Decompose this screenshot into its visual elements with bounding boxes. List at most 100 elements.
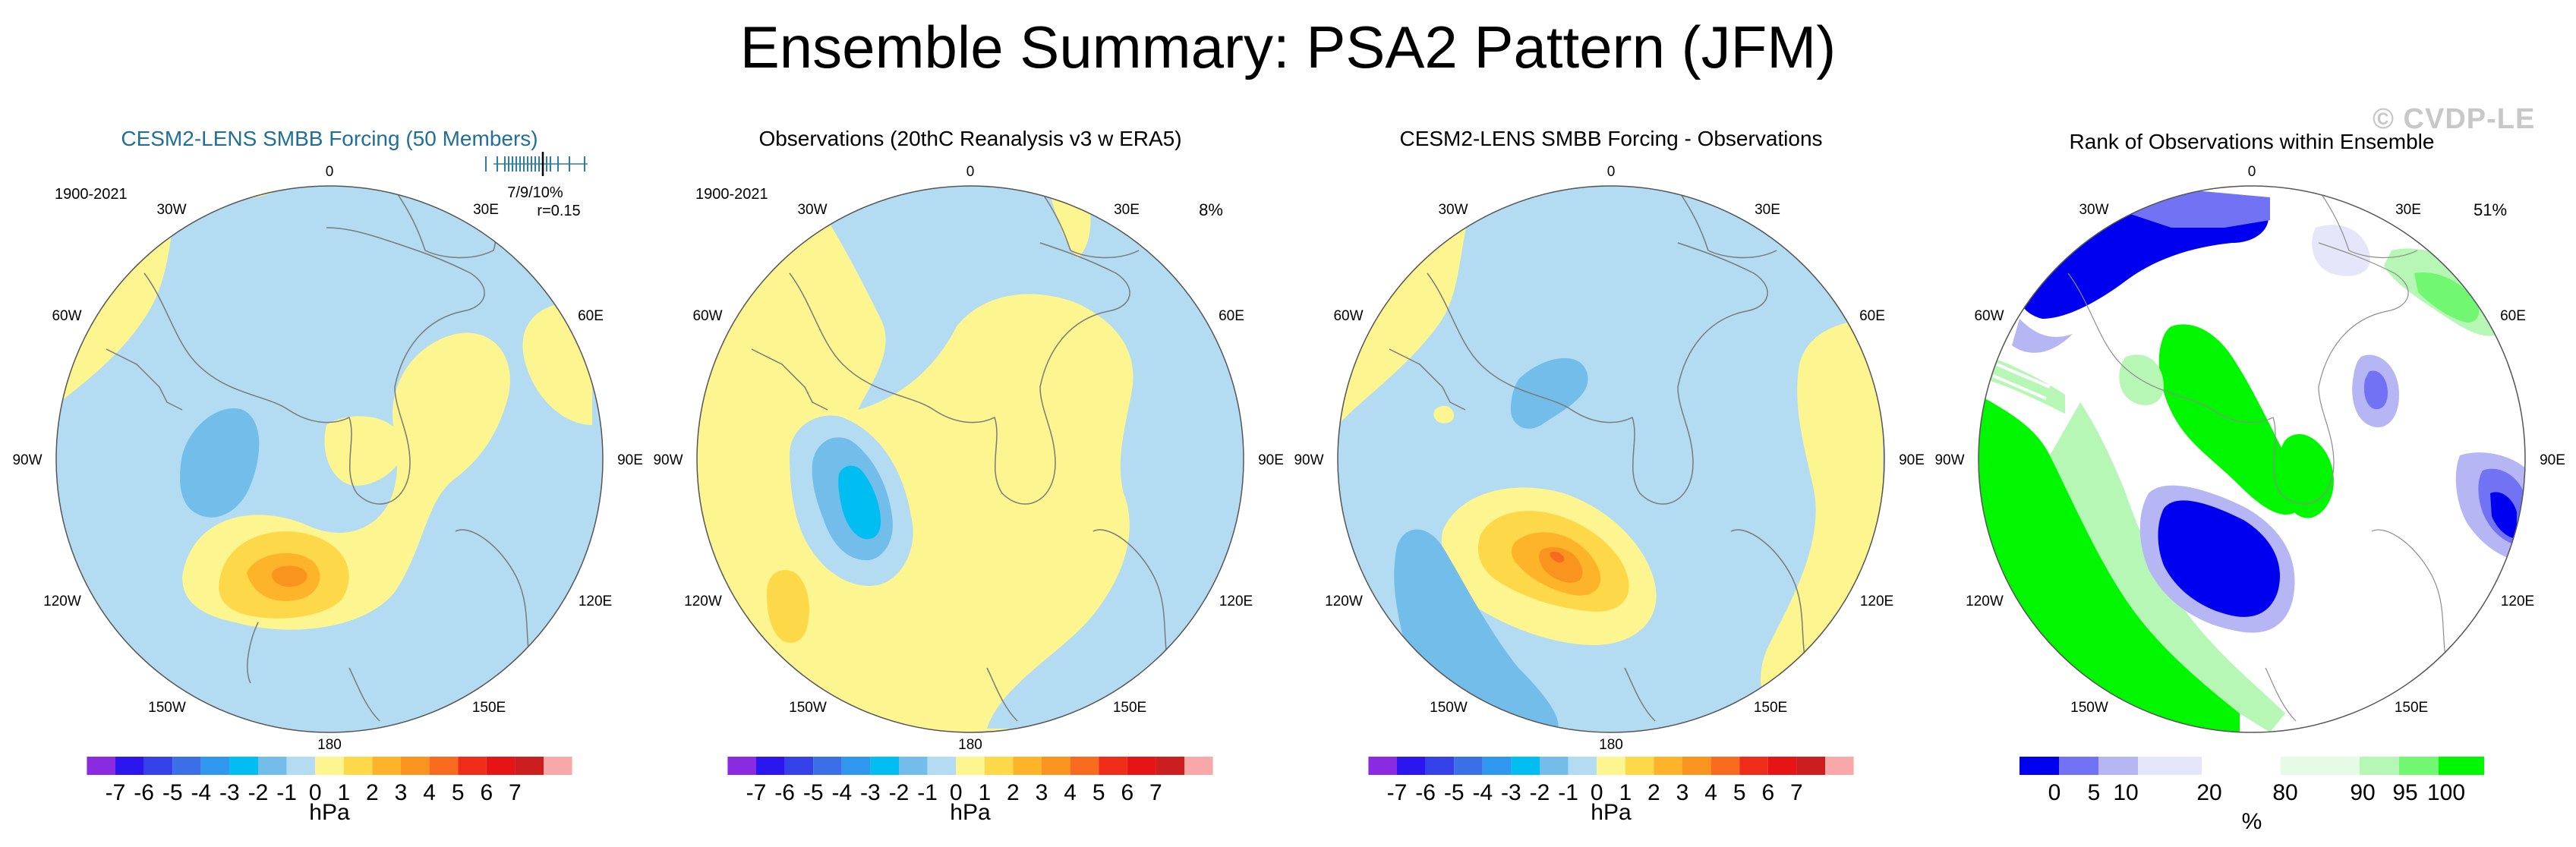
colorbar-box xyxy=(1184,757,1213,775)
svg-text:90W: 90W xyxy=(653,452,683,468)
svg-text:30W: 30W xyxy=(2079,202,2108,218)
colorbar-box xyxy=(2019,757,2059,775)
svg-text:90E: 90E xyxy=(2540,452,2565,468)
colorbar-box xyxy=(1767,757,1797,775)
land-outline xyxy=(2067,189,2448,722)
colorbar-box xyxy=(1425,757,1455,775)
page-title: Ensemble Summary: PSA2 Pattern (JFM) xyxy=(739,14,1837,80)
panel-4-pct: 51% xyxy=(2474,200,2507,219)
colorbar-tick-label: -5 xyxy=(1444,780,1465,805)
colorbar-box xyxy=(372,757,401,775)
colorbar-box xyxy=(1156,757,1184,775)
colorbar-tick-label: 10 xyxy=(2113,780,2138,805)
colorbar-box xyxy=(115,757,144,775)
colorbar-box xyxy=(1597,757,1625,775)
colorbar-box xyxy=(1482,757,1512,775)
colorbar-panel-2: -7 -6 -5 -4 -3 -2 -1 0 1 2 3 4 5 6 7 xyxy=(727,757,1213,805)
colorbar-tick-label: -5 xyxy=(162,780,183,805)
colorbar-box xyxy=(813,757,842,775)
colorbar-tick-label: 3 xyxy=(1036,780,1048,805)
colorbar-box xyxy=(258,757,287,775)
colorbar-tick-label: 3 xyxy=(395,780,408,805)
colorbar-box xyxy=(1739,757,1768,775)
svg-text:150E: 150E xyxy=(2395,700,2428,716)
panel-4: Rank of Observations within Ensemble 51% xyxy=(1978,130,2526,733)
panel-1-spread-bar xyxy=(485,152,588,176)
colorbar-box xyxy=(2281,757,2360,775)
colorbar-tick-label: 5 xyxy=(2088,780,2101,805)
colorbar-box xyxy=(229,757,258,775)
svg-text:30E: 30E xyxy=(1755,202,1780,218)
colorbar-box xyxy=(870,757,899,775)
colorbar-box xyxy=(1682,757,1711,775)
lon-labels-panel-2: 0 180 30W 30E 60W 60E 90W 90E 120W 120E … xyxy=(653,164,1283,753)
colorbar-tick-label: 0 xyxy=(309,780,322,805)
colorbar-box xyxy=(1511,757,1540,775)
colorbar-tick-label: -6 xyxy=(134,780,154,805)
svg-text:0: 0 xyxy=(966,164,975,180)
colorbar-tick-label: 4 xyxy=(1704,780,1717,805)
panel-2: Observations (20thC Reanalysis v3 w ERA5… xyxy=(695,127,1244,733)
panel-1-corr: r=0.15 xyxy=(537,203,580,219)
colorbar-tick-label: -2 xyxy=(889,780,910,805)
colorbar-box xyxy=(2439,757,2484,775)
svg-text:150W: 150W xyxy=(789,700,827,716)
panel-3-map xyxy=(1338,186,1884,732)
svg-text:60E: 60E xyxy=(2500,308,2526,324)
colorbar-tick-label: 0 xyxy=(950,780,963,805)
colorbar-tick-label: -6 xyxy=(774,780,795,805)
svg-text:30E: 30E xyxy=(473,202,499,218)
colorbar-tick-label: 20 xyxy=(2196,780,2221,805)
svg-text:180: 180 xyxy=(317,737,342,753)
colorbar-tick-label: 1 xyxy=(337,780,350,805)
panel-2-pct: 8% xyxy=(1199,200,1223,219)
colorbar-tick-label: 90 xyxy=(2350,780,2375,805)
colorbar-box xyxy=(784,757,814,775)
colorbar-tick-label: -4 xyxy=(1472,780,1493,805)
colorbar-tick-label: 4 xyxy=(423,780,436,805)
colorbar-tick-label: -2 xyxy=(248,780,269,805)
colorbar-tick-label: 0 xyxy=(1591,780,1603,805)
colorbar-tick-label: -7 xyxy=(106,780,126,805)
colorbar-box xyxy=(2202,757,2281,775)
land-outline xyxy=(1389,189,1808,722)
land-outline xyxy=(751,189,1170,722)
colorbar-panel-3: -7 -6 -5 -4 -3 -2 -1 0 1 2 3 4 5 6 7 xyxy=(1368,757,1854,805)
svg-text:150E: 150E xyxy=(1113,700,1146,716)
colorbar-3-units: hPa xyxy=(1591,800,1632,825)
colorbar-box xyxy=(1625,757,1654,775)
colorbar-box xyxy=(544,757,572,775)
colorbar-tick-label: 95 xyxy=(2392,780,2417,805)
colorbar-tick-label: 5 xyxy=(452,780,465,805)
colorbar-box xyxy=(956,757,985,775)
colorbar-box xyxy=(343,757,373,775)
colorbar-tick-label: 80 xyxy=(2272,780,2297,805)
colorbar-tick-label: 100 xyxy=(2427,780,2465,805)
svg-text:60W: 60W xyxy=(692,308,722,324)
svg-text:60W: 60W xyxy=(52,308,81,324)
colorbar-box xyxy=(1825,757,1854,775)
colorbar-box xyxy=(515,757,544,775)
colorbar-tick-label: -6 xyxy=(1415,780,1436,805)
svg-text:90W: 90W xyxy=(1934,452,1964,468)
svg-text:90E: 90E xyxy=(1258,452,1284,468)
colorbar-box xyxy=(1397,757,1426,775)
svg-text:90W: 90W xyxy=(12,452,42,468)
panel-1: CESM2-LENS SMBB Forcing (50 Members) 190… xyxy=(55,127,604,733)
panel-2-title: Observations (20thC Reanalysis v3 w ERA5… xyxy=(758,127,1181,150)
svg-text:60W: 60W xyxy=(1333,308,1363,324)
colorbar-tick-label: 1 xyxy=(1619,780,1632,805)
colorbar-tick-label: 2 xyxy=(1647,780,1660,805)
svg-text:0: 0 xyxy=(326,164,334,180)
colorbar-tick-label: 4 xyxy=(1064,780,1077,805)
colorbar-box xyxy=(200,757,230,775)
colorbar-tick-label: 6 xyxy=(1761,780,1774,805)
svg-text:30W: 30W xyxy=(1438,202,1468,218)
colorbar-box xyxy=(1540,757,1569,775)
colorbar-box xyxy=(286,757,316,775)
svg-text:120E: 120E xyxy=(579,594,612,609)
lon-labels-panel-3: 0 180 30W 30E 60W 60E 90W 90E 120W 120E … xyxy=(1294,164,1924,753)
colorbar-tick-label: -7 xyxy=(746,780,767,805)
colorbar-box xyxy=(841,757,871,775)
colorbar-box xyxy=(756,757,785,775)
